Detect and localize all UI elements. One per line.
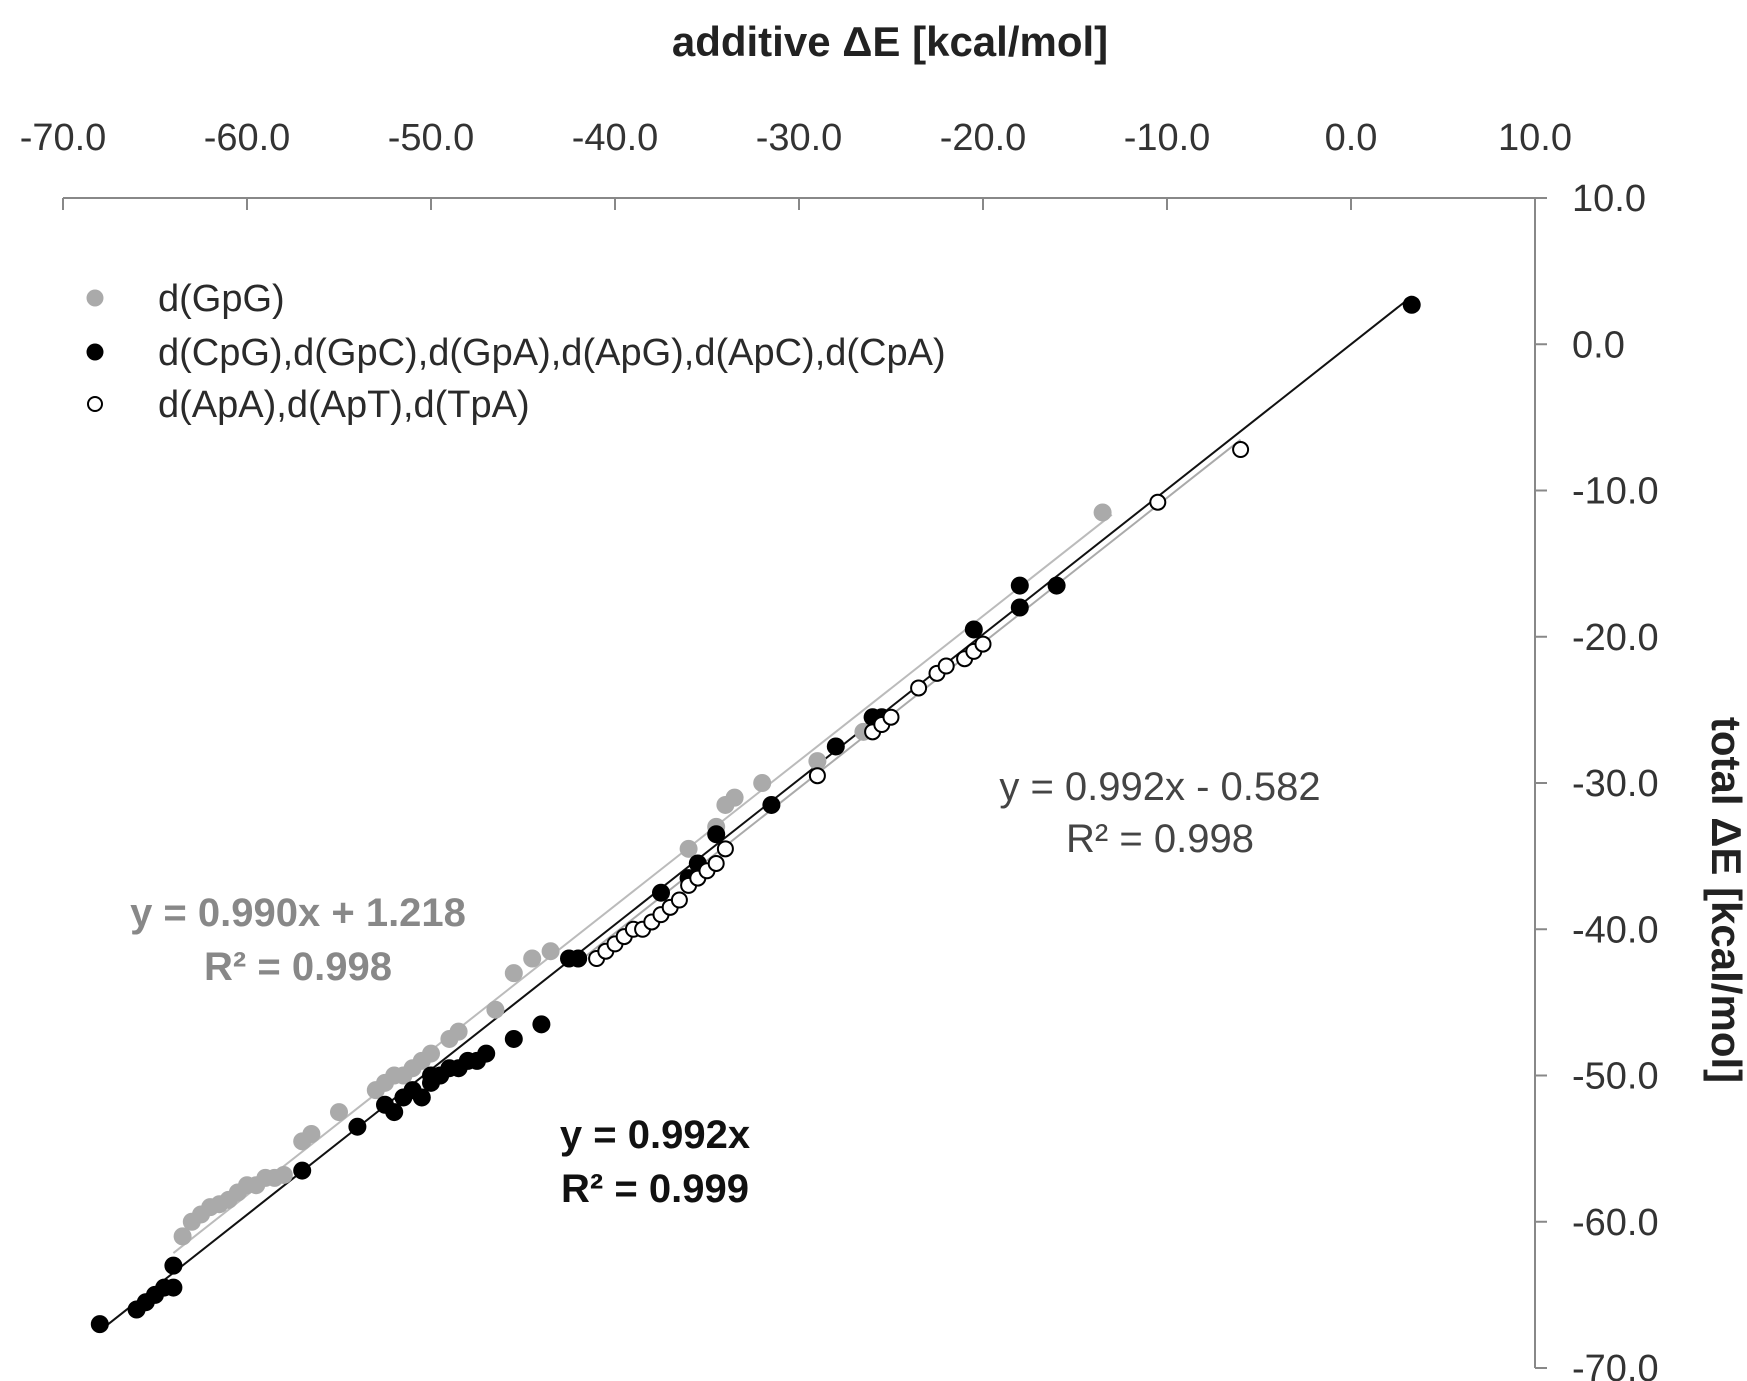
y-tick-label: -40.0 [1572,909,1659,951]
legend-marker [86,289,104,307]
data-point [1010,598,1029,617]
data-point [652,883,670,902]
trendline-equation: y = 0.992x - 0.582 [999,765,1320,809]
x-tick-label: -70.0 [20,117,107,159]
data-point [679,839,698,858]
data-point [1047,576,1066,595]
trendline-equation: y = 0.992x [560,1113,750,1157]
data-point [826,737,845,756]
legend-label: d(GpG) [158,278,285,320]
data-point [964,620,983,639]
data-point [910,679,928,697]
trendline [99,295,1413,1332]
data-point [1093,503,1112,522]
x-tick-label: 0.0 [1325,117,1378,159]
data-point [670,891,688,909]
y-axis-ticks: 10.0 0.0 -10.0 -20.0 -30.0 -40.0 -50.0 -60.0 -70… [1535,178,1659,1381]
data-point [716,840,734,858]
x-axis-ticks: -70.0 -60.0 -50.0 -40.0 -30.0 -20.0 -10.0 0.0 10… [20,117,1572,210]
trendline-r-squared: R² = 0.998 [204,945,392,989]
y-tick-label: -20.0 [1572,617,1659,659]
trendline [172,513,1113,1254]
x-tick-label: -40.0 [572,117,659,159]
legend-label: d(ApA),d(ApT),d(TpA) [158,384,530,426]
data-point [541,942,560,961]
x-tick-label: -50.0 [388,117,475,159]
data-point [348,1117,367,1136]
series-gray [173,503,1112,1246]
trendline-r-squared: R² = 0.998 [1066,817,1254,861]
data-point [164,1278,183,1297]
y-tick-label: -50.0 [1572,1056,1659,1098]
x-axis-title: additive ΔE [kcal/mol] [672,18,1108,65]
data-point [412,1088,431,1107]
data-point [569,949,588,968]
data-point [523,949,542,968]
data-point [486,1000,505,1019]
data-point [293,1161,312,1180]
data-point [762,795,781,814]
x-tick-label: -20.0 [940,117,1027,159]
data-point [707,825,726,844]
data-point [504,1029,523,1048]
legend-marker [86,343,104,361]
y-tick-label: -10.0 [1572,471,1659,513]
data-point [1010,576,1029,595]
data-point [1149,493,1167,511]
data-point [532,1015,551,1034]
y-tick-label: 0.0 [1572,324,1625,366]
data-point [90,1315,109,1334]
legend-label: d(CpG),d(GpC),d(GpA),d(ApG),d(ApC),d(CpA… [158,332,946,374]
y-tick-label: -30.0 [1572,763,1659,805]
data-point [808,752,827,771]
data-point [173,1227,192,1246]
trendline [577,439,1242,963]
data-point [385,1103,404,1122]
trendline-r-squared: R² = 0.999 [561,1167,749,1211]
y-axis-title: total ΔE [kcal/mol] [1703,717,1747,1083]
data-point [725,788,744,807]
x-tick-label: -10.0 [1124,117,1211,159]
trendline-equation: y = 0.990x + 1.218 [130,891,466,935]
axes: -70.0 -60.0 -50.0 -40.0 -30.0 -20.0 -10.0 0.0 10… [20,18,1747,1381]
data-point [449,1022,468,1041]
data-points [90,295,1421,1334]
x-tick-label: 10.0 [1498,117,1572,159]
data-point [808,767,826,785]
y-tick-label: 10.0 [1572,178,1646,220]
x-tick-label: -60.0 [204,117,291,159]
data-point [707,854,725,872]
legend-marker [87,396,103,412]
data-point [1232,441,1250,459]
data-point [330,1103,348,1122]
data-point [937,657,955,675]
data-point [477,1044,496,1063]
series-black [90,295,1421,1334]
trendline-equations: y = 0.990x + 1.218 R² = 0.998 y = 0.992x R²… [130,765,1321,1211]
data-point [882,708,900,726]
data-point [974,635,992,653]
y-tick-label: -60.0 [1572,1202,1659,1244]
data-point [504,964,523,983]
data-point [1402,295,1421,314]
series-open [588,441,1250,967]
data-point [422,1044,440,1063]
data-point [302,1125,321,1143]
y-tick-label: -70.0 [1572,1348,1659,1381]
data-point [753,774,772,792]
x-tick-label: -30.0 [756,117,843,159]
data-point [164,1256,183,1275]
legend: d(GpG) d(CpG),d(GpC),d(GpA),d(ApG),d(ApC)… [86,278,946,426]
data-point [274,1165,293,1184]
